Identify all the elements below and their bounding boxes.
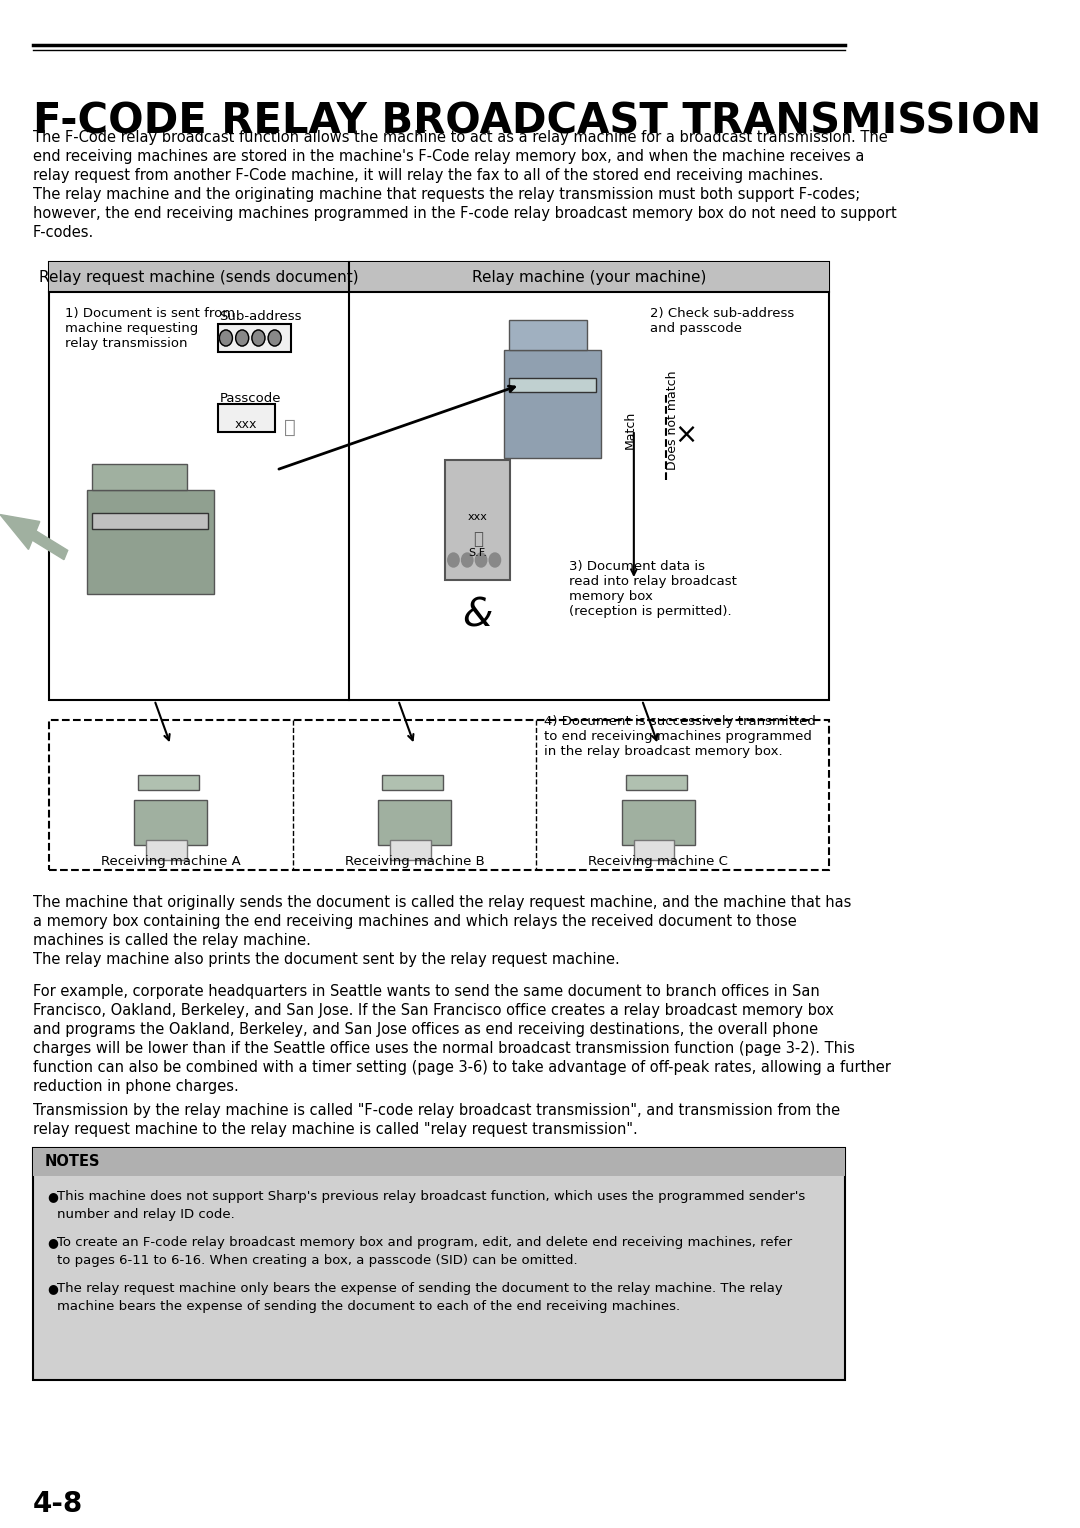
Bar — [49, 261, 350, 292]
Text: ●: ● — [48, 1236, 58, 1248]
Bar — [350, 261, 828, 292]
Bar — [622, 801, 694, 845]
Text: number and relay ID code.: number and relay ID code. — [57, 1209, 234, 1221]
Bar — [390, 840, 431, 860]
Bar — [92, 513, 208, 529]
Bar — [49, 261, 828, 700]
Text: and programs the Oakland, Berkeley, and San Jose offices as end receiving destin: and programs the Oakland, Berkeley, and … — [32, 1022, 818, 1038]
Text: F-CODE RELAY BROADCAST TRANSMISSION: F-CODE RELAY BROADCAST TRANSMISSION — [32, 99, 1041, 142]
Bar — [634, 840, 675, 860]
Circle shape — [252, 330, 265, 345]
Text: This machine does not support Sharp's previous relay broadcast function, which u: This machine does not support Sharp's pr… — [57, 1190, 805, 1203]
Text: Receiving machine A: Receiving machine A — [100, 856, 241, 868]
Text: The relay machine also prints the document sent by the relay request machine.: The relay machine also prints the docume… — [32, 952, 619, 967]
Text: Relay request machine (sends document): Relay request machine (sends document) — [39, 269, 359, 284]
Text: relay request machine to the relay machine is called "relay request transmission: relay request machine to the relay machi… — [32, 1122, 637, 1137]
Text: machines is called the relay machine.: machines is called the relay machine. — [32, 934, 310, 947]
Text: The relay machine and the originating machine that requests the relay transmissi: The relay machine and the originating ma… — [32, 186, 860, 202]
Bar — [138, 775, 199, 790]
Text: ⚿: ⚿ — [473, 530, 483, 549]
Bar — [92, 465, 187, 490]
Text: Receiving machine B: Receiving machine B — [345, 856, 484, 868]
Text: 3) Document data is
read into relay broadcast
memory box
(reception is permitted: 3) Document data is read into relay broa… — [569, 559, 737, 617]
Text: relay request from another F-Code machine, it will relay the fax to all of the s: relay request from another F-Code machin… — [32, 168, 823, 183]
Text: Sub-address: Sub-address — [219, 310, 302, 322]
Text: &: & — [462, 596, 492, 634]
Text: machine bears the expense of sending the document to each of the end receiving m: machine bears the expense of sending the… — [57, 1300, 680, 1313]
Bar — [504, 350, 602, 458]
Text: To create an F-code relay broadcast memory box and program, edit, and delete end: To create an F-code relay broadcast memo… — [57, 1236, 792, 1248]
Bar — [134, 801, 207, 845]
Text: 4) Document is successively transmitted
to end receiving machines programmed
in : 4) Document is successively transmitted … — [544, 715, 816, 758]
Text: For example, corporate headquarters in Seattle wants to send the same document t: For example, corporate headquarters in S… — [32, 984, 820, 999]
Circle shape — [461, 553, 473, 567]
Bar — [32, 1148, 846, 1177]
Bar — [49, 720, 828, 869]
Bar — [218, 324, 291, 351]
Text: charges will be lower than if the Seattle office uses the normal broadcast trans: charges will be lower than if the Seattl… — [32, 1041, 854, 1056]
Text: Francisco, Oakland, Berkeley, and San Jose. If the San Francisco office creates : Francisco, Oakland, Berkeley, and San Jo… — [32, 1002, 834, 1018]
Text: Match: Match — [624, 411, 637, 449]
Text: ●: ● — [48, 1190, 58, 1203]
Circle shape — [235, 330, 248, 345]
Text: 1) Document is sent from
machine requesting
relay transmission: 1) Document is sent from machine request… — [65, 307, 235, 350]
Bar — [218, 403, 274, 432]
Text: reduction in phone charges.: reduction in phone charges. — [32, 1079, 239, 1094]
Circle shape — [268, 330, 281, 345]
Text: Relay machine (your machine): Relay machine (your machine) — [472, 269, 706, 284]
Text: F-codes.: F-codes. — [32, 225, 94, 240]
Text: Passcode: Passcode — [219, 393, 281, 405]
Text: a memory box containing the end receiving machines and which relays the received: a memory box containing the end receivin… — [32, 914, 796, 929]
FancyArrow shape — [0, 515, 68, 559]
Text: ×: × — [675, 422, 698, 449]
Bar — [32, 1148, 846, 1380]
Bar — [445, 460, 511, 581]
Bar — [509, 377, 596, 393]
Text: xxx: xxx — [468, 512, 488, 523]
Circle shape — [219, 330, 232, 345]
Text: NOTES: NOTES — [44, 1155, 100, 1169]
Text: ⚿: ⚿ — [284, 419, 296, 437]
Bar — [378, 801, 451, 845]
Bar — [87, 490, 214, 594]
Text: Receiving machine C: Receiving machine C — [589, 856, 728, 868]
Bar — [625, 775, 687, 790]
Text: however, the end receiving machines programmed in the F-code relay broadcast mem: however, the end receiving machines prog… — [32, 206, 896, 222]
Text: to pages 6-11 to 6-16. When creating a box, a passcode (SID) can be omitted.: to pages 6-11 to 6-16. When creating a b… — [57, 1254, 578, 1267]
Text: 4-8: 4-8 — [32, 1490, 83, 1517]
Text: S.F.: S.F. — [469, 549, 487, 558]
Text: function can also be combined with a timer setting (page 3-6) to take advantage : function can also be combined with a tim… — [32, 1060, 890, 1076]
Circle shape — [475, 553, 487, 567]
Bar — [146, 840, 187, 860]
Text: end receiving machines are stored in the machine's F-Code relay memory box, and : end receiving machines are stored in the… — [32, 150, 864, 163]
Bar — [382, 775, 443, 790]
Text: ●: ● — [48, 1282, 58, 1296]
Text: 2) Check sub-address
and passcode: 2) Check sub-address and passcode — [650, 307, 795, 335]
Text: Does not match: Does not match — [666, 370, 679, 469]
Text: The F-Code relay broadcast function allows the machine to act as a relay machine: The F-Code relay broadcast function allo… — [32, 130, 888, 145]
Bar — [509, 319, 586, 350]
Text: Transmission by the relay machine is called "F-code relay broadcast transmission: Transmission by the relay machine is cal… — [32, 1103, 839, 1118]
Text: The relay request machine only bears the expense of sending the document to the : The relay request machine only bears the… — [57, 1282, 783, 1296]
Text: The machine that originally sends the document is called the relay request machi: The machine that originally sends the do… — [32, 895, 851, 911]
Text: xxx: xxx — [235, 419, 257, 431]
Circle shape — [448, 553, 459, 567]
Circle shape — [489, 553, 500, 567]
